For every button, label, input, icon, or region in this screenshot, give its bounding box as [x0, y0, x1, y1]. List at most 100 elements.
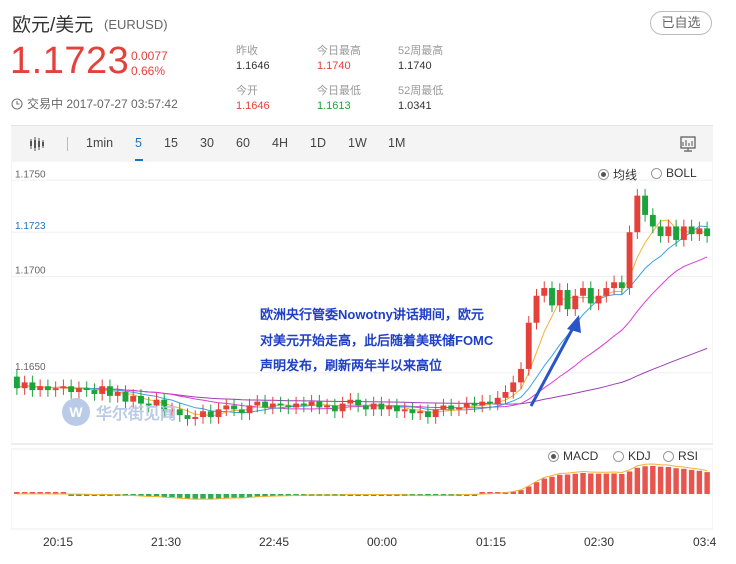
stat-open: 今开 1.1646 [236, 84, 270, 114]
indicator-rsi-toggle[interactable]: RSI [663, 449, 698, 463]
stat-value: 1.1740 [398, 60, 432, 72]
annotation-arrow-shaft [529, 325, 576, 407]
annotation-arrow [529, 315, 581, 407]
candle-body [254, 401, 261, 406]
candle-body [370, 403, 377, 410]
stat-day-low: 今日最低 1.1613 [317, 84, 361, 114]
macd-dif-line [16, 463, 708, 500]
trading-status: 交易中 2017-07-27 03:57:42 [11, 95, 178, 112]
candle-body [37, 386, 44, 391]
annotation-line: 声明发布，刷新两年半以来高位 [260, 358, 443, 373]
candle-body [339, 403, 346, 412]
macd-bar [130, 494, 136, 496]
macd-bar [60, 492, 67, 494]
interval-60[interactable]: 60 [236, 136, 250, 150]
interval-5[interactable]: 5 [135, 136, 142, 150]
radio-selected-icon[interactable] [598, 169, 609, 180]
candle-body [293, 403, 300, 408]
annotation-line: 对美元开始走高，此后随着美联储FOMC [260, 332, 494, 348]
indicator-macd-toggle[interactable]: MACD [548, 449, 598, 463]
indicator-kdj-toggle[interactable]: KDJ [613, 449, 651, 463]
candle-body [21, 382, 28, 389]
macd-bar [425, 494, 431, 496]
radio-icon[interactable] [613, 450, 624, 462]
candle-body [347, 399, 354, 404]
macd-bar [270, 494, 276, 496]
candle-body [432, 409, 439, 418]
interval-1m[interactable]: 1M [388, 136, 406, 150]
y-axis-labels: 1.1750 1.1723 1.1700 1.1650 [15, 169, 46, 373]
macd-bar [564, 474, 571, 494]
candle-body [60, 386, 67, 389]
macd-bar [192, 494, 198, 499]
candle-body [502, 392, 509, 398]
macd-bar [657, 466, 664, 494]
candle-body [106, 386, 113, 396]
stat-label: 今日最高 [317, 45, 361, 57]
candle-body [518, 368, 524, 383]
candle-body [704, 228, 711, 237]
candle-body [649, 214, 656, 227]
macd-bar [580, 473, 586, 494]
chart-annotation: 欧洲央行管委Nowotny讲话期间，欧元 对美元开始走高，此后随着美联储FOMC… [260, 302, 550, 379]
macd-bar [83, 494, 90, 496]
interval-4h[interactable]: 4H [272, 136, 288, 150]
macd-bar [347, 494, 354, 496]
macd-bar [355, 494, 361, 496]
candle-body [161, 399, 168, 412]
candle-body [83, 388, 90, 391]
candle-body [541, 288, 548, 296]
stat-prev-close: 昨收 1.1646 [236, 44, 270, 74]
candle-body [75, 388, 82, 393]
favorite-button[interactable]: 已自选 [650, 11, 712, 35]
candle-body [192, 417, 199, 419]
price-chart[interactable]: 1.1750 1.1723 1.1700 1.1650 [11, 161, 713, 531]
candle-body [316, 401, 323, 408]
indicator-macd-label: MACD [563, 449, 599, 463]
macd-bar [696, 470, 703, 494]
interval-1w[interactable]: 1W [348, 136, 367, 150]
overlay-boll-toggle[interactable]: BOLL [651, 166, 697, 180]
overlay-avg-toggle[interactable]: 均线 [598, 166, 637, 183]
candle-body [207, 411, 214, 418]
candle-body [440, 405, 447, 410]
stat-value: 1.1613 [317, 100, 351, 112]
candle-body [184, 415, 191, 419]
candle-body [525, 322, 532, 369]
radio-icon[interactable] [663, 450, 674, 462]
candle-body [386, 405, 393, 410]
interval-15[interactable]: 15 [164, 136, 178, 150]
interval-30[interactable]: 30 [200, 136, 214, 150]
candle-body [68, 386, 75, 393]
y-tick-label: 1.1700 [15, 266, 46, 277]
radio-selected-icon[interactable] [548, 450, 559, 462]
macd-bar [262, 494, 268, 497]
macd-bar [510, 491, 516, 494]
interval-1min[interactable]: 1min [86, 136, 114, 150]
interval-1d[interactable]: 1D [310, 136, 326, 150]
candle-body [533, 295, 540, 323]
candle-body [331, 405, 338, 412]
candle-body [611, 282, 618, 289]
x-tick-label: 01:15 [476, 535, 507, 549]
fullscreen-chart-icon[interactable] [679, 135, 697, 153]
macd-bar [479, 492, 485, 494]
macd-bar [239, 494, 245, 498]
candlestick-icon[interactable] [29, 136, 45, 152]
indicator-kdj-label: KDJ [628, 449, 651, 463]
candle-body [463, 403, 470, 408]
x-tick-label: 02:30 [584, 535, 615, 549]
last-price: 1.1723 [10, 40, 130, 82]
macd-bar [146, 494, 152, 497]
candle-body [153, 399, 160, 406]
annotation-arrow-head [567, 315, 581, 333]
macd-bar [518, 490, 524, 494]
radio-icon[interactable] [651, 167, 662, 179]
macd-bar [487, 492, 493, 494]
macd-bar [541, 478, 547, 494]
watermark: W 华尔街见闻 [62, 398, 176, 426]
macd-bar [603, 473, 610, 494]
stat-value: 1.1646 [236, 60, 270, 72]
candle-body [479, 401, 486, 406]
candle-body [673, 226, 680, 240]
